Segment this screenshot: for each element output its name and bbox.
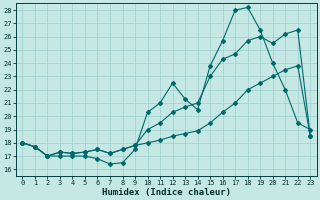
X-axis label: Humidex (Indice chaleur): Humidex (Indice chaleur)	[102, 188, 231, 197]
